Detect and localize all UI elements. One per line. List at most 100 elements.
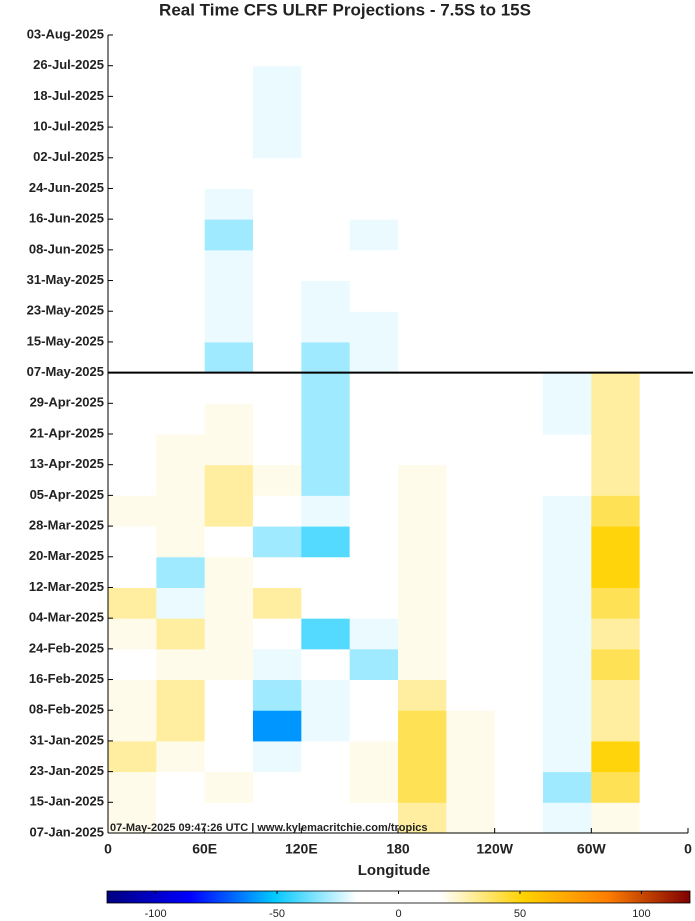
heat-cell <box>398 464 447 496</box>
y-tick-label: 10-Jul-2025 <box>33 119 104 134</box>
heat-cell <box>446 403 496 435</box>
heat-cell <box>301 372 351 404</box>
heat-cell <box>591 403 641 435</box>
heat-cell <box>398 127 447 159</box>
heat-cell <box>446 618 496 650</box>
heat-cell <box>494 65 544 97</box>
heat-cell <box>156 556 206 588</box>
heat-cell <box>398 280 447 312</box>
heat-cell <box>591 495 641 527</box>
heat-cell <box>156 35 206 67</box>
heat-cell <box>156 648 206 681</box>
heat-cell <box>543 648 592 681</box>
heat-cell <box>639 372 689 404</box>
heat-cell <box>108 679 157 711</box>
heat-cell <box>591 587 641 619</box>
heat-cell <box>591 249 641 282</box>
heat-cell <box>349 679 399 711</box>
heat-cell <box>253 710 302 742</box>
heat-cell <box>108 96 157 128</box>
heat-cell <box>591 372 641 404</box>
annotation: 07-May-2025 09:47:26 UTC | www.kylemacri… <box>110 822 428 834</box>
heat-cell <box>156 96 206 128</box>
heat-cell <box>543 127 592 159</box>
heat-cell <box>156 710 206 742</box>
heat-cell <box>349 188 399 220</box>
heat-cell <box>398 740 447 773</box>
heat-cell <box>156 618 206 650</box>
heat-cell <box>639 679 689 711</box>
heat-cell <box>639 710 689 742</box>
heat-cell <box>494 802 544 834</box>
heat-cell <box>204 403 254 435</box>
heat-cell <box>494 372 544 404</box>
heat-cell <box>301 127 351 159</box>
heat-cell <box>204 556 254 588</box>
heat-cell <box>253 157 302 189</box>
heat-cell <box>591 618 641 650</box>
heat-cell <box>639 556 689 588</box>
heat-cell <box>156 127 206 159</box>
heat-cell <box>398 249 447 282</box>
y-tick-label: 24-Feb-2025 <box>29 640 104 655</box>
heat-cell <box>253 65 302 97</box>
heat-cell <box>204 495 254 527</box>
heat-cell <box>543 219 592 251</box>
heat-cell <box>108 403 157 435</box>
heat-cell <box>591 802 641 834</box>
heat-cell <box>639 219 689 251</box>
heat-cell <box>543 740 592 773</box>
heat-cell <box>398 495 447 527</box>
heat-cell <box>398 157 447 189</box>
heat-cell <box>446 771 496 803</box>
heat-cell <box>543 311 592 343</box>
heat-cell <box>301 434 351 466</box>
heat-cell <box>253 526 302 558</box>
heat-cell <box>591 157 641 189</box>
heat-cell <box>398 771 447 803</box>
heat-cell <box>301 740 351 773</box>
heat-cell <box>639 495 689 527</box>
heat-cell <box>156 249 206 282</box>
heat-cell <box>543 157 592 189</box>
heat-cell <box>204 280 254 312</box>
y-tick-label: 31-Jan-2025 <box>30 732 104 747</box>
heat-cell <box>349 464 399 496</box>
heat-cell <box>108 648 157 681</box>
x-tick-label: 0 <box>104 841 112 857</box>
heat-cell <box>543 618 592 650</box>
x-axis-label: Longitude <box>358 862 430 879</box>
heat-cell <box>156 372 206 404</box>
heat-cell <box>446 710 496 742</box>
heat-cell <box>398 679 447 711</box>
heat-cell <box>108 157 157 189</box>
heat-cell <box>204 802 254 834</box>
heat-cell <box>398 618 447 650</box>
y-tick-label: 08-Jun-2025 <box>29 241 104 256</box>
heat-cell <box>446 434 496 466</box>
heat-cell <box>301 96 351 128</box>
heat-cell <box>591 679 641 711</box>
heat-cell <box>543 526 592 558</box>
heat-cell <box>446 556 496 588</box>
heat-cell <box>591 648 641 681</box>
heat-cell <box>494 556 544 588</box>
heat-cell <box>639 648 689 681</box>
heat-cell <box>253 464 302 496</box>
heat-cell <box>494 771 544 803</box>
heat-cell <box>543 372 592 404</box>
heat-cell <box>446 249 496 282</box>
heat-cell <box>204 341 254 374</box>
y-tick-label: 13-Apr-2025 <box>30 456 104 471</box>
heat-cell <box>639 188 689 220</box>
heat-cell <box>108 771 157 803</box>
heat-cell <box>446 311 496 343</box>
heat-cell <box>639 65 689 97</box>
heat-cell <box>156 341 206 374</box>
y-tick-label: 26-Jul-2025 <box>33 57 104 72</box>
heat-cell <box>494 526 544 558</box>
heat-cell <box>591 434 641 466</box>
heat-cell <box>446 802 496 834</box>
colorbar-tick-label: 50 <box>514 908 526 920</box>
heat-cell <box>398 372 447 404</box>
